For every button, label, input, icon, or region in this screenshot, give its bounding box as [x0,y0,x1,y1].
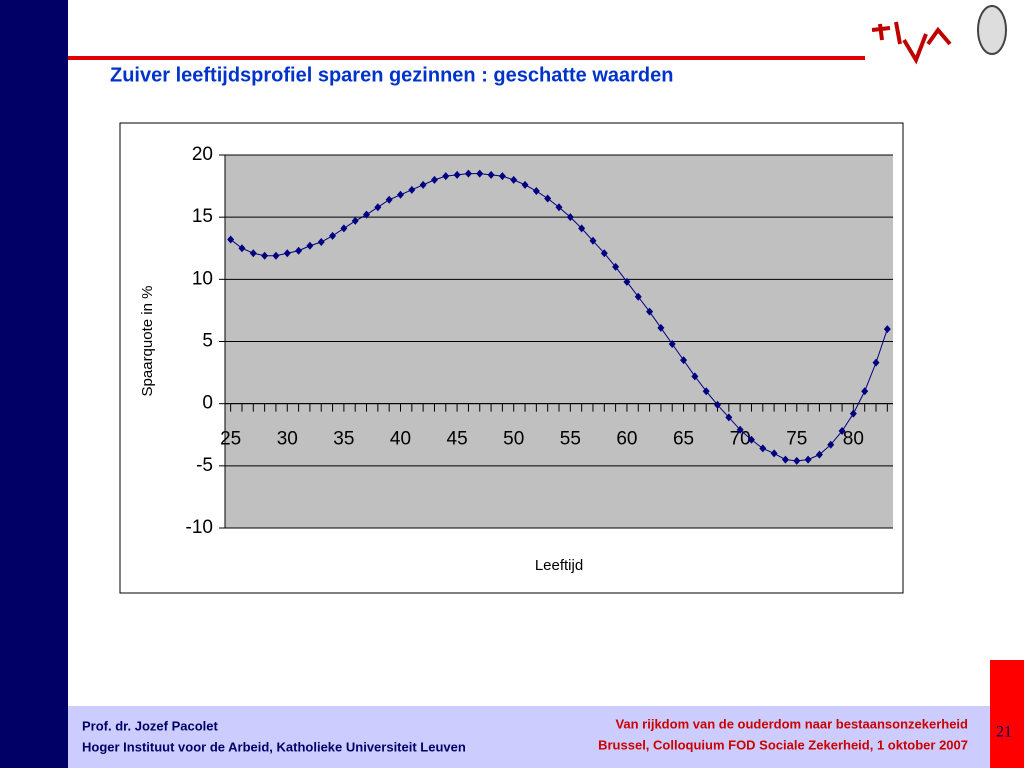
y-tick-label: 10 [192,268,213,289]
marker [261,251,269,260]
marker [521,180,529,189]
marker [759,444,767,453]
x-tick-label: 60 [616,429,637,450]
marker [861,387,869,396]
marker [329,231,337,240]
marker [804,455,812,464]
marker [249,249,257,258]
marker [498,172,506,181]
marker [646,307,654,316]
x-tick-label: 45 [447,429,468,450]
marker [544,194,552,203]
marker [566,213,574,222]
x-axis-label: Leeftijd [535,557,583,574]
marker [872,358,880,367]
footer-band [68,706,990,768]
y-tick-label: 20 [192,144,213,165]
marker [396,190,404,199]
marker [555,203,563,212]
marker [238,244,246,253]
marker [600,249,608,258]
marker [453,170,461,179]
x-tick-label: 30 [277,429,298,450]
marker [793,456,801,465]
marker [589,236,597,245]
marker [430,175,438,184]
footer-event: Van rijkdom van de ouderdom naar bestaan… [615,716,968,731]
marker [351,216,359,225]
footer-place: Brussel, Colloquium FOD Sociale Zekerhei… [598,737,968,752]
page-number: 21 [996,724,1012,741]
marker [691,372,699,381]
marker [770,449,778,458]
marker [340,224,348,233]
y-tick-label: 0 [202,393,213,414]
footer-author: Prof. dr. Jozef Pacolet [82,718,218,733]
marker [306,241,314,250]
x-tick-label: 80 [843,429,864,450]
marker [883,325,891,334]
marker [283,249,291,258]
page-box [990,660,1024,768]
y-tick-label: -10 [186,517,213,538]
y-axis-label: Spaarquote in % [139,286,156,397]
marker [714,400,722,409]
marker [668,339,676,348]
marker [374,203,382,212]
marker [612,262,620,271]
x-tick-label: 75 [786,429,807,450]
logo [871,5,1007,65]
marker [747,435,755,444]
footer-institute: Hoger Instituut voor de Arbeid, Katholie… [82,739,466,754]
x-tick-label: 40 [390,429,411,450]
marker [408,185,416,194]
marker [725,413,733,422]
x-tick-label: 55 [560,429,581,450]
marker [385,195,393,204]
marker [464,169,472,178]
marker [295,246,303,255]
x-tick-label: 65 [673,429,694,450]
marker [815,450,823,459]
x-tick-label: 50 [503,429,524,450]
header-rule [68,56,865,60]
marker [317,238,325,247]
marker [623,277,631,286]
marker [419,180,427,189]
marker [702,387,710,396]
marker [657,323,665,332]
marker [578,224,586,233]
marker [838,427,846,436]
marker [781,455,789,464]
y-tick-label: 5 [202,331,213,352]
marker [680,356,688,365]
slide-title: Zuiver leeftijdsprofiel sparen gezinnen … [110,64,673,86]
y-tick-label: -5 [196,455,213,476]
marker [272,251,280,260]
marker [363,210,371,219]
marker [532,187,540,196]
marker [227,235,235,244]
x-tick-label: 35 [333,429,354,450]
marker [487,170,495,179]
x-tick-label: 25 [220,429,241,450]
marker [634,292,642,301]
side-bar [0,0,68,768]
marker [827,440,835,449]
marker [442,172,450,181]
y-tick-label: 15 [192,206,213,227]
marker [736,425,744,434]
marker [510,175,518,184]
marker [849,409,857,418]
marker [476,169,484,178]
